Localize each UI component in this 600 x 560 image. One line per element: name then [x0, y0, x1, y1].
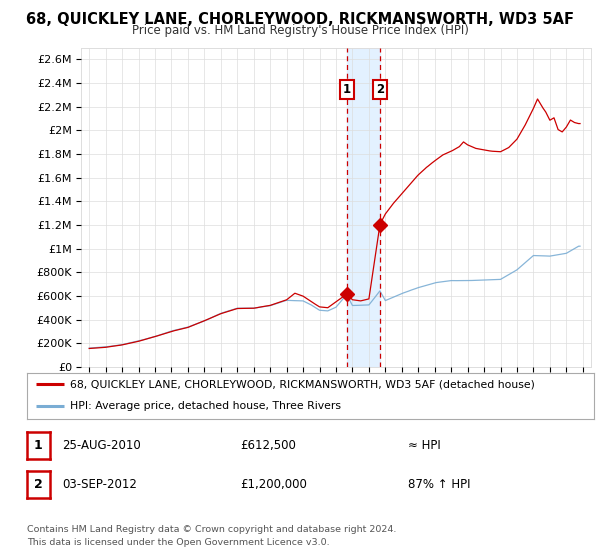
Text: 03-SEP-2012: 03-SEP-2012 [62, 478, 137, 491]
Text: 25-AUG-2010: 25-AUG-2010 [62, 438, 140, 452]
Text: ≈ HPI: ≈ HPI [408, 438, 441, 452]
Bar [347, 48, 380, 367]
Text: HPI: Average price, detached house, Three Rivers: HPI: Average price, detached house, Thre… [70, 401, 341, 411]
Text: 1: 1 [343, 82, 351, 96]
Text: 1: 1 [34, 438, 43, 452]
Text: £1,200,000: £1,200,000 [240, 478, 307, 491]
Text: 87% ↑ HPI: 87% ↑ HPI [408, 478, 470, 491]
Text: £612,500: £612,500 [240, 438, 296, 452]
Text: Contains HM Land Registry data © Crown copyright and database right 2024.
This d: Contains HM Land Registry data © Crown c… [27, 525, 397, 547]
Text: 68, QUICKLEY LANE, CHORLEYWOOD, RICKMANSWORTH, WD3 5AF (detached house): 68, QUICKLEY LANE, CHORLEYWOOD, RICKMANS… [70, 380, 535, 389]
Text: Price paid vs. HM Land Registry's House Price Index (HPI): Price paid vs. HM Land Registry's House … [131, 24, 469, 37]
Text: 68, QUICKLEY LANE, CHORLEYWOOD, RICKMANSWORTH, WD3 5AF: 68, QUICKLEY LANE, CHORLEYWOOD, RICKMANS… [26, 12, 574, 27]
Text: 2: 2 [34, 478, 43, 491]
Text: 2: 2 [376, 82, 384, 96]
